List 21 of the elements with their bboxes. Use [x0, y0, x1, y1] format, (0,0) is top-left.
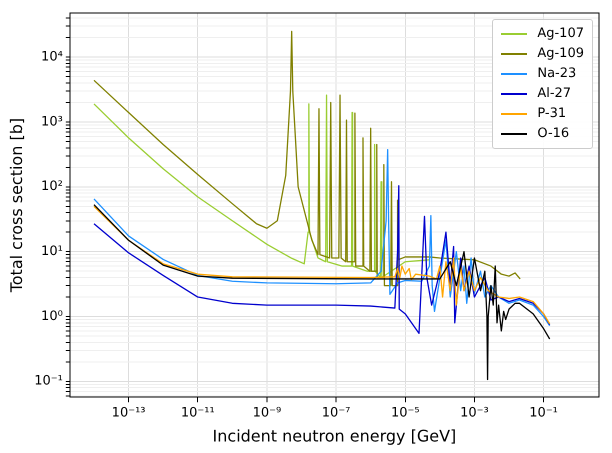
- x-tick-label: 10⁻¹¹: [180, 405, 215, 420]
- x-tick-label: 10⁻⁹: [252, 405, 282, 420]
- y-tick-label: 10⁰: [41, 308, 63, 324]
- legend-label: Ag-107: [537, 25, 584, 43]
- y-tick-label: 10³: [41, 114, 63, 130]
- y-tick-label: 10²: [41, 179, 63, 194]
- x-tick-label: 10⁻¹: [529, 405, 558, 420]
- legend-label: O-16: [537, 125, 570, 143]
- x-tick-label: 10⁻³: [460, 405, 489, 420]
- y-tick-label: 10⁴: [41, 50, 63, 65]
- legend-label: Na-23: [537, 65, 576, 83]
- y-axis-title: Total cross section [b]: [6, 118, 26, 294]
- x-tick-label: 10⁻⁵: [390, 405, 420, 420]
- x-tick-label: 10⁻⁷: [322, 405, 350, 420]
- legend-label: P-31: [537, 105, 566, 123]
- legend-label: Ag-109: [537, 45, 584, 63]
- x-tick-label: 10⁻¹³: [112, 405, 146, 420]
- x-axis-title: Incident neutron energy [GeV]: [212, 426, 456, 446]
- y-tick-label: 10⁻¹: [34, 374, 63, 389]
- legend-label: Al-27: [537, 85, 572, 103]
- y-tick-label: 10¹: [41, 244, 63, 260]
